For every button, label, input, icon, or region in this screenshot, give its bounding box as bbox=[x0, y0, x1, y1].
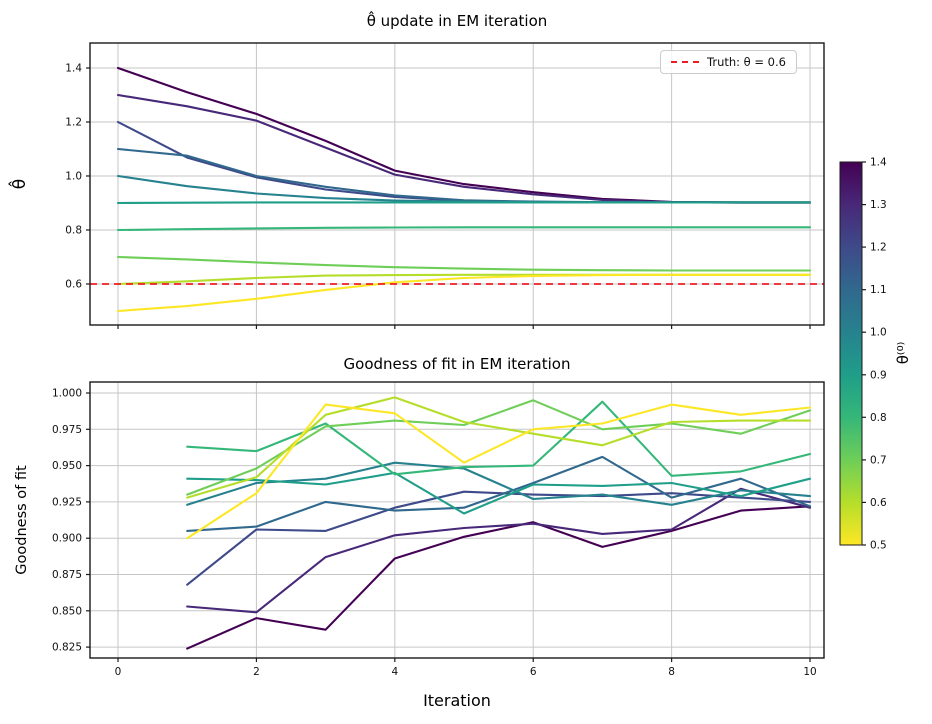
series-line bbox=[186, 471, 812, 515]
colorbar-label: θ⁽⁰⁾ bbox=[894, 341, 912, 365]
series-line bbox=[186, 396, 812, 499]
series-line bbox=[116, 174, 812, 204]
series-line bbox=[186, 490, 812, 586]
truth-dash-icon bbox=[671, 61, 699, 63]
x-tick-label: 2 bbox=[253, 666, 260, 678]
series-line bbox=[116, 66, 812, 204]
y-tick-label: 1.0 bbox=[65, 171, 82, 183]
series-line bbox=[186, 455, 812, 532]
top-chart: 1.4 1.2 1.0 0.8 0.6 bbox=[65, 42, 825, 329]
axes-spines bbox=[89, 42, 825, 326]
y-tick-label: 0.850 bbox=[52, 605, 82, 617]
colorbar-tick-label: 0.8 bbox=[870, 412, 887, 424]
top-chart-title: θ̂ update in EM iteration bbox=[366, 12, 548, 30]
series-line bbox=[116, 93, 812, 204]
colorbar: 1.4 1.3 1.2 1.1 1.0 0.9 0.8 0.7 0.6 0.5 bbox=[839, 157, 887, 552]
series-line bbox=[186, 403, 812, 540]
y-tick-label: 0.950 bbox=[52, 460, 82, 472]
series-line bbox=[116, 226, 812, 232]
series-line bbox=[116, 201, 812, 205]
colorbar-tick-label: 0.5 bbox=[870, 540, 887, 552]
y-tick-label: 0.975 bbox=[52, 424, 82, 436]
x-tick-label: 4 bbox=[391, 666, 398, 678]
y-tick-label: 0.875 bbox=[52, 569, 82, 581]
bottom-chart-title: Goodness of fit in EM iteration bbox=[343, 355, 571, 373]
colorbar-tick-label: 1.2 bbox=[870, 242, 887, 254]
bottom-chart: 1.000 0.975 0.950 0.925 0.900 0.875 0.850 0.825… bbox=[52, 381, 825, 678]
series-line bbox=[186, 400, 812, 477]
colorbar-tick-label: 1.0 bbox=[870, 327, 887, 339]
truth-legend[interactable]: Truth: θ = 0.6 bbox=[660, 50, 797, 74]
x-tick-label: 0 bbox=[115, 666, 122, 678]
colorbar-tick-label: 1.4 bbox=[870, 157, 887, 169]
bottom-y-axis-label: Goodness of fit bbox=[14, 465, 30, 575]
colorbar-tick-label: 0.7 bbox=[870, 454, 887, 466]
colorbar-tick-label: 0.9 bbox=[870, 369, 887, 381]
x-axis-label: Iteration bbox=[423, 691, 491, 710]
series-line bbox=[116, 273, 812, 286]
series-line bbox=[116, 255, 812, 272]
x-tick-label: 6 bbox=[530, 666, 537, 678]
y-tick-label: 0.6 bbox=[65, 279, 82, 291]
y-tick-label: 1.000 bbox=[52, 388, 82, 400]
series-line bbox=[186, 487, 812, 614]
y-tick-label: 0.925 bbox=[52, 496, 82, 508]
series-line bbox=[186, 505, 812, 650]
top-y-axis-label: θ̂ bbox=[10, 178, 30, 190]
series-line bbox=[116, 273, 812, 313]
y-tick-label: 1.2 bbox=[65, 117, 82, 129]
colorbar-gradient bbox=[839, 161, 863, 546]
y-tick-label: 0.825 bbox=[52, 642, 82, 654]
y-tick-label: 1.4 bbox=[65, 63, 82, 75]
axes-spines bbox=[89, 381, 825, 659]
series-line bbox=[186, 461, 812, 506]
x-tick-label: 10 bbox=[803, 666, 816, 678]
colorbar-tick-label: 0.6 bbox=[870, 497, 887, 509]
colorbar-tick-label: 1.3 bbox=[870, 199, 887, 211]
y-tick-label: 0.900 bbox=[52, 533, 82, 545]
x-tick-label: 8 bbox=[668, 666, 675, 678]
y-tick-label: 0.8 bbox=[65, 225, 82, 237]
truth-legend-label: Truth: θ = 0.6 bbox=[707, 55, 786, 69]
colorbar-tick-label: 1.1 bbox=[870, 284, 887, 296]
